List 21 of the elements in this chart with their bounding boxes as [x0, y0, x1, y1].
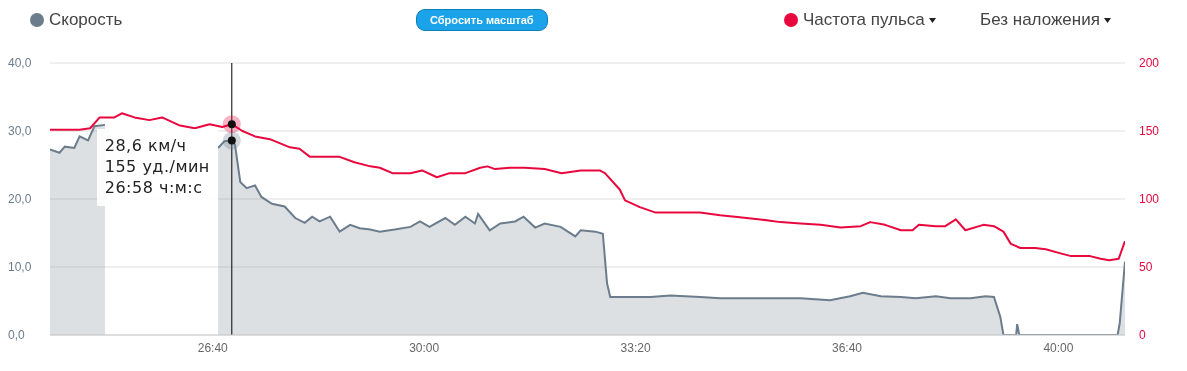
x-tick-label: 33:20 — [620, 340, 651, 355]
y2-tick-label: 100 — [1139, 192, 1160, 207]
line-series — [50, 112, 1125, 262]
text: Сбросить масштаб — [416, 9, 548, 31]
y-tick-label: 10,0 — [8, 260, 32, 275]
y2-tick-label: 150 — [1139, 124, 1160, 139]
y-tick-label: 30,0 — [8, 124, 32, 139]
y2-tick-label: 0 — [1139, 328, 1146, 343]
x-tick-label: 36:40 — [831, 340, 863, 355]
x-tick-label: 40:00 — [1043, 340, 1074, 355]
x-tick-label: 30:00 — [409, 340, 440, 355]
text: Без наложения — [980, 10, 1101, 30]
y-tick-label: 20,0 — [8, 192, 32, 207]
y2-tick-label: 50 — [1139, 260, 1153, 275]
y-tick-label: 0,0 — [8, 328, 26, 343]
x-tick-label: 26:40 — [197, 340, 229, 355]
annotation: 28,6 км/ч 155 уд./мин 26:58 ч:м:с — [96, 128, 218, 206]
y-tick-label: 40,0 — [8, 56, 32, 71]
legend-label: Скорость — [48, 10, 123, 30]
legend-label: Частота пульса — [802, 10, 926, 30]
y2-tick-label: 200 — [1139, 56, 1160, 71]
